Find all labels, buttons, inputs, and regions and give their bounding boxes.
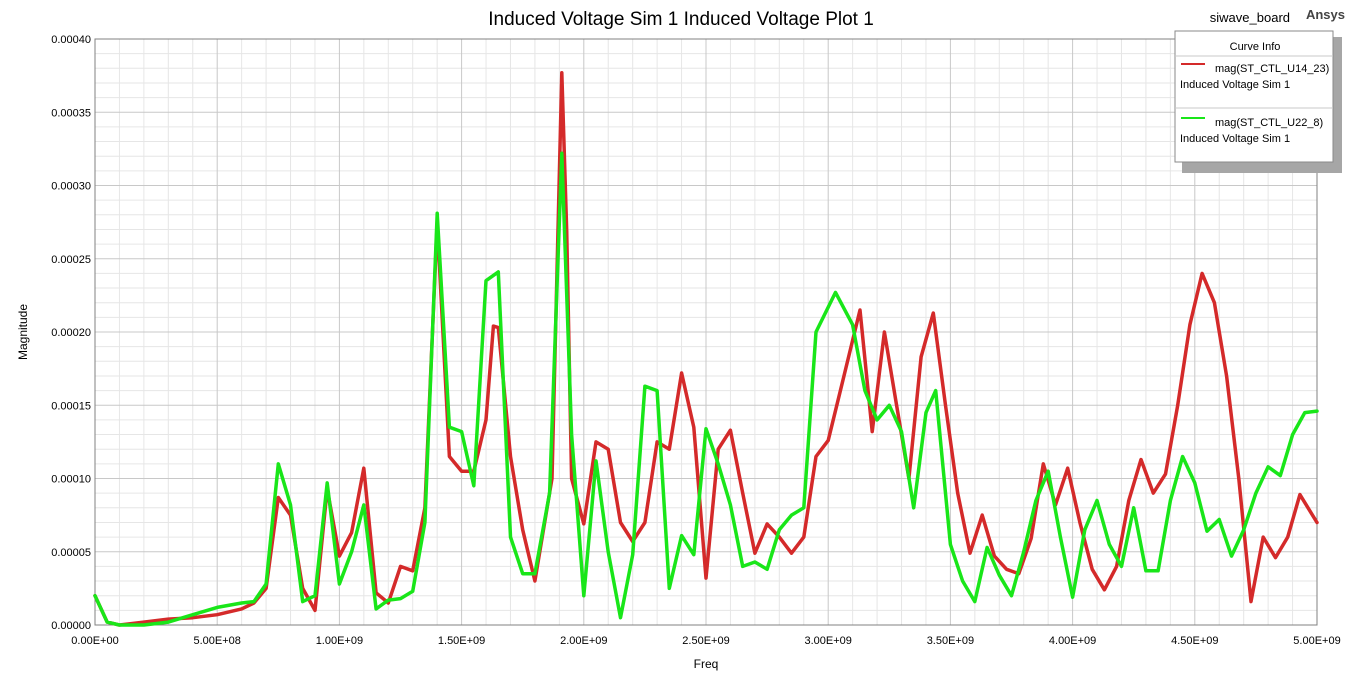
y-tick-label: 0.00035 bbox=[51, 107, 91, 119]
x-tick-label: 4.00E+09 bbox=[1049, 635, 1096, 647]
y-tick-label: 0.00025 bbox=[51, 254, 91, 266]
y-tick-label: 0.00010 bbox=[51, 474, 91, 486]
x-tick-label: 5.00E+09 bbox=[1293, 635, 1340, 647]
legend-entry-series-2-sub: Induced Voltage Sim 1 bbox=[1180, 133, 1290, 145]
y-tick-label: 0.00015 bbox=[51, 400, 91, 412]
series-line-1 bbox=[93, 70, 1319, 627]
x-axis-ticks: 0.00E+00 5.00E+08 1.00E+09 1.50E+09 2.00E+09… bbox=[71, 635, 1340, 647]
y-tick-label: 0.00000 bbox=[51, 620, 91, 632]
legend-title: Curve Info bbox=[1230, 41, 1281, 53]
y-tick-label: 0.00030 bbox=[51, 181, 91, 193]
y-tick-label: 0.00005 bbox=[51, 547, 91, 559]
y-axis-ticks: 0.00000 0.00005 0.00010 0.00015 0.00020 0.000… bbox=[51, 34, 91, 632]
legend[interactable]: Curve Info mag(ST_CTL_U14_23) Induced Vo… bbox=[1174, 30, 1342, 173]
x-tick-label: 0.00E+00 bbox=[71, 635, 118, 647]
legend-entry-series-1-sub: Induced Voltage Sim 1 bbox=[1180, 79, 1290, 91]
chart-title: Induced Voltage Sim 1 Induced Voltage Pl… bbox=[488, 9, 874, 30]
series-lines bbox=[93, 70, 1319, 627]
x-tick-label: 2.50E+09 bbox=[682, 635, 729, 647]
plot-area-frame bbox=[94, 38, 1318, 626]
x-tick-label: 1.00E+09 bbox=[316, 635, 363, 647]
design-name-label: siwave_board bbox=[1210, 10, 1290, 25]
x-tick-label: 1.50E+09 bbox=[438, 635, 485, 647]
x-tick-label: 3.00E+09 bbox=[804, 635, 851, 647]
x-tick-label: 4.50E+09 bbox=[1171, 635, 1218, 647]
y-axis-label: Magnitude bbox=[16, 304, 30, 360]
series-line-2 bbox=[93, 151, 1319, 627]
legend-box bbox=[1174, 30, 1334, 163]
legend-entry-series-2-name: mag(ST_CTL_U22_8) bbox=[1215, 117, 1323, 129]
x-tick-label: 3.50E+09 bbox=[927, 635, 974, 647]
y-tick-label: 0.00040 bbox=[51, 34, 91, 46]
y-tick-label: 0.00020 bbox=[51, 327, 91, 339]
x-axis-label: Freq bbox=[694, 657, 719, 671]
ansys-brand-label: Ansys bbox=[1306, 7, 1345, 22]
x-tick-label: 5.00E+08 bbox=[193, 635, 240, 647]
legend-entry-series-1-name: mag(ST_CTL_U14_23) bbox=[1215, 63, 1329, 75]
x-tick-label: 2.00E+09 bbox=[560, 635, 607, 647]
